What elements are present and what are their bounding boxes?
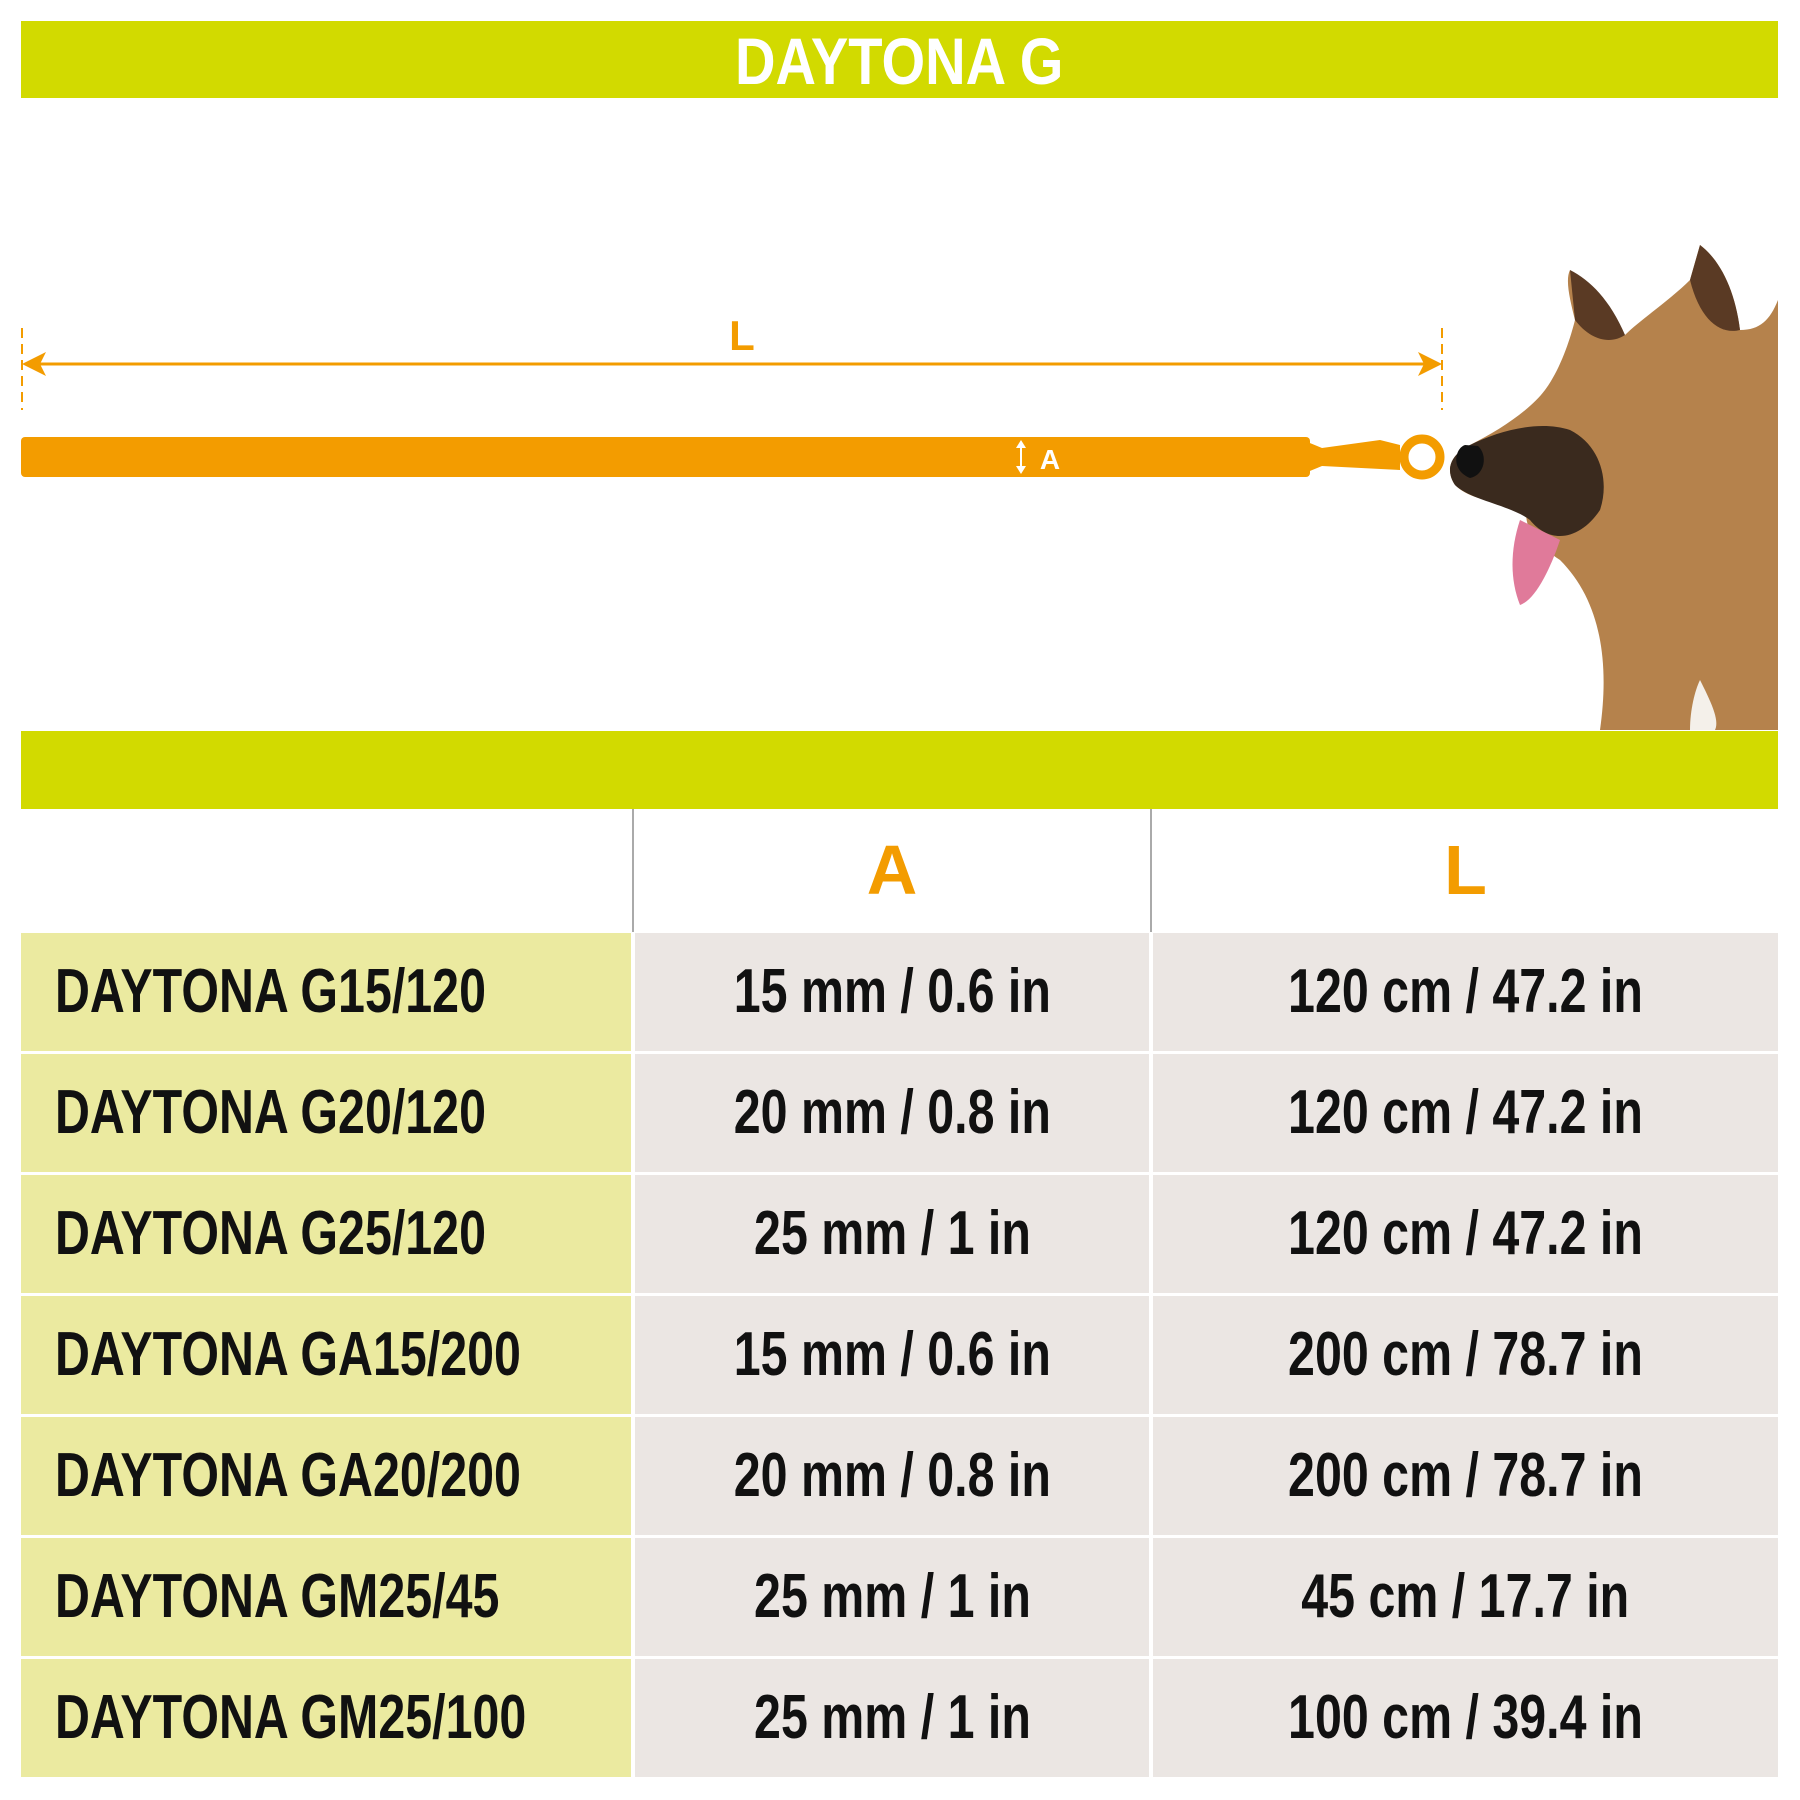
width-cell: 20 mm / 0.8 in xyxy=(635,1417,1149,1535)
model-name-cell: DAYTONA G20/120 xyxy=(21,1054,631,1172)
length-cell: 200 cm / 78.7 in xyxy=(1153,1417,1778,1535)
length-cell-text: 200 cm / 78.7 in xyxy=(1288,1441,1643,1510)
column-divider xyxy=(1150,809,1152,932)
length-cell: 120 cm / 47.2 in xyxy=(1153,1054,1778,1172)
width-cell: 25 mm / 1 in xyxy=(635,1175,1149,1293)
width-cell-text: 20 mm / 0.8 in xyxy=(733,1078,1051,1147)
width-cell-text: 25 mm / 1 in xyxy=(753,1683,1031,1752)
table-row: DAYTONA GA20/200 20 mm / 0.8 in 200 cm / 7… xyxy=(21,1417,1778,1535)
model-name-cell: DAYTONA GM25/100 xyxy=(21,1659,631,1777)
length-cell-text: 100 cm / 39.4 in xyxy=(1288,1683,1643,1752)
table-row: DAYTONA G25/120 25 mm / 1 in 120 cm / 47.2… xyxy=(21,1175,1778,1293)
width-cell-text: 20 mm / 0.8 in xyxy=(733,1441,1051,1510)
model-name-cell-text: DAYTONA GM25/100 xyxy=(55,1683,527,1752)
model-name-cell-text: DAYTONA G15/120 xyxy=(55,957,486,1026)
length-label: L xyxy=(729,312,755,359)
product-title: DAYTONA G xyxy=(21,21,1778,98)
width-cell-text: 25 mm / 1 in xyxy=(753,1199,1031,1268)
title-band: DAYTONA G xyxy=(21,21,1778,98)
model-name-cell-text: DAYTONA G20/120 xyxy=(55,1078,486,1147)
width-arrow-icon xyxy=(1016,440,1026,474)
length-cell-text: 120 cm / 47.2 in xyxy=(1288,1199,1643,1268)
leash-diagram: L A xyxy=(21,245,1778,730)
length-cell: 120 cm / 47.2 in xyxy=(1153,933,1778,1051)
length-dimension xyxy=(21,328,1443,410)
product-title-text: DAYTONA G xyxy=(735,24,1064,98)
width-cell-text: 15 mm / 0.6 in xyxy=(733,1320,1051,1389)
leash-strap xyxy=(21,434,1445,480)
model-name-cell-text: DAYTONA GA15/200 xyxy=(55,1320,521,1389)
length-cell: 100 cm / 39.4 in xyxy=(1153,1659,1778,1777)
model-name-cell: DAYTONA GM25/45 xyxy=(21,1538,631,1656)
length-cell: 200 cm / 78.7 in xyxy=(1153,1296,1778,1414)
width-cell: 15 mm / 0.6 in xyxy=(635,1296,1149,1414)
table-row: DAYTONA G15/120 15 mm / 0.6 in 120 cm / 47… xyxy=(21,933,1778,1051)
table-row: DAYTONA GA15/200 15 mm / 0.6 in 200 cm / 7… xyxy=(21,1296,1778,1414)
model-name-cell: DAYTONA G25/120 xyxy=(21,1175,631,1293)
width-label: A xyxy=(1040,444,1060,475)
model-name-cell: DAYTONA GA15/200 xyxy=(21,1296,631,1414)
length-cell-text: 120 cm / 47.2 in xyxy=(1288,1078,1643,1147)
length-cell-text: 200 cm / 78.7 in xyxy=(1288,1320,1643,1389)
length-cell: 120 cm / 47.2 in xyxy=(1153,1175,1778,1293)
table-row: DAYTONA GM25/100 25 mm / 1 in 100 cm / 39.… xyxy=(21,1659,1778,1777)
width-cell: 25 mm / 1 in xyxy=(635,1659,1149,1777)
table-row: DAYTONA G20/120 20 mm / 0.8 in 120 cm / 47… xyxy=(21,1054,1778,1172)
length-cell: 45 cm / 17.7 in xyxy=(1153,1538,1778,1656)
width-cell: 15 mm / 0.6 in xyxy=(635,933,1149,1051)
length-cell-text: 45 cm / 17.7 in xyxy=(1301,1562,1630,1631)
model-name-cell: DAYTONA GA20/200 xyxy=(21,1417,631,1535)
width-cell-text: 15 mm / 0.6 in xyxy=(733,957,1051,1026)
column-header-a: A xyxy=(866,831,918,909)
model-name-cell: DAYTONA G15/120 xyxy=(21,933,631,1051)
model-name-cell-text: DAYTONA GA20/200 xyxy=(55,1441,521,1510)
length-cell-text: 120 cm / 47.2 in xyxy=(1288,957,1643,1026)
width-cell: 20 mm / 0.8 in xyxy=(635,1054,1149,1172)
column-divider xyxy=(632,809,634,932)
model-name-cell-text: DAYTONA G25/120 xyxy=(55,1199,486,1268)
column-header-l: L xyxy=(1444,831,1487,909)
table-row: DAYTONA GM25/45 25 mm / 1 in 45 cm / 17.7 … xyxy=(21,1538,1778,1656)
table-header-band xyxy=(21,731,1778,809)
width-cell: 25 mm / 1 in xyxy=(635,1538,1149,1656)
dog-image xyxy=(1450,245,1778,730)
width-cell-text: 25 mm / 1 in xyxy=(753,1562,1031,1631)
model-name-cell-text: DAYTONA GM25/45 xyxy=(55,1562,500,1631)
